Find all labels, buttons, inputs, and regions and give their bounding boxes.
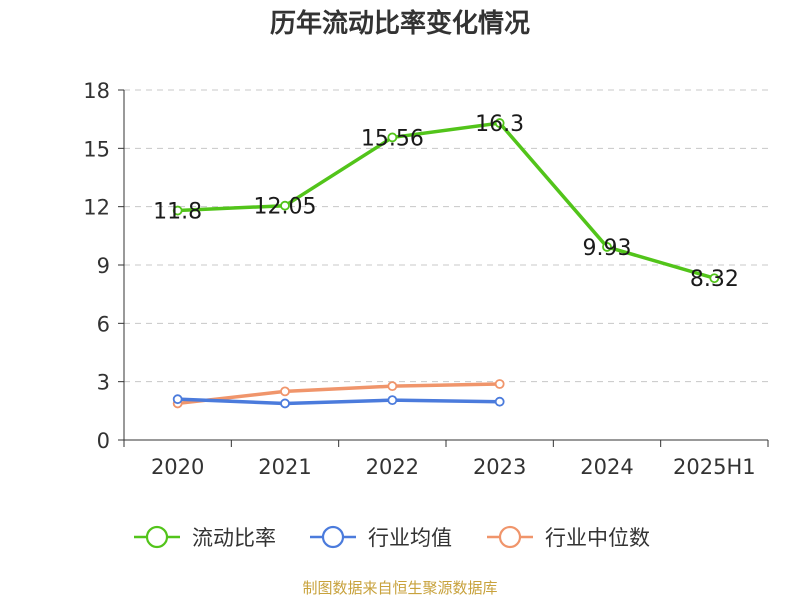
series-line: [175, 382, 502, 406]
series-lines: [172, 118, 720, 409]
x-tick-label: 2024: [580, 455, 633, 479]
y-tick-label: 9: [97, 254, 110, 278]
data-point[interactable]: [709, 273, 720, 284]
data-label: 15.56: [361, 126, 424, 151]
data-label: 11.8: [153, 200, 202, 225]
legend-item[interactable]: 行业中位数: [487, 525, 650, 550]
legend-item[interactable]: 流动比率: [134, 525, 276, 550]
data-point[interactable]: [280, 398, 290, 409]
series-line: [175, 397, 502, 406]
x-tick-label: 2022: [366, 455, 419, 479]
chart-title: 历年流动比率变化情况: [269, 9, 530, 39]
data-point[interactable]: [172, 205, 183, 216]
grid-lines: [124, 89, 768, 383]
legend-label: 行业均值: [368, 526, 452, 550]
data-label: 8.32: [690, 267, 739, 292]
legend-label: 行业中位数: [545, 526, 650, 550]
data-point[interactable]: [280, 386, 290, 397]
data-label: 16.3: [475, 112, 524, 137]
axes: 0 3 6 9 12 15 18 2020 2021 2022 2023 2024 2025H1: [83, 79, 769, 479]
legend-marker: [498, 525, 522, 549]
legend-item[interactable]: 行业均值: [310, 525, 452, 550]
legend-label: 流动比率: [192, 526, 276, 550]
legend[interactable]: 流动比率 行业均值 行业中位数: [134, 525, 650, 550]
y-tick-label: 3: [97, 371, 110, 395]
y-tick-label: 18: [83, 79, 110, 103]
x-tick-label: 2021: [258, 455, 311, 479]
series-line: [175, 121, 717, 280]
y-tick-label: 12: [83, 196, 110, 220]
legend-marker: [145, 525, 169, 549]
data-label: 12.05: [254, 195, 317, 220]
data-point[interactable]: [387, 132, 398, 143]
y-tick-label: 6: [97, 312, 110, 336]
y-tick-label: 0: [97, 429, 110, 453]
data-point[interactable]: [387, 381, 398, 392]
x-tick-label: 2023: [473, 455, 526, 479]
data-point[interactable]: [387, 395, 398, 406]
x-tick-label: 2020: [151, 455, 204, 479]
data-point[interactable]: [494, 379, 505, 389]
x-tick-label: 2025H1: [673, 455, 756, 479]
y-tick-label: 15: [83, 137, 110, 161]
data-point[interactable]: [494, 118, 505, 128]
data-point[interactable]: [494, 396, 505, 407]
source-note: 制图数据来自恒生聚源数据库: [302, 579, 498, 597]
legend-marker: [321, 525, 345, 549]
data-point[interactable]: [172, 394, 183, 405]
data-point[interactable]: [602, 242, 612, 252]
data-labels: 11.8 12.05 15.56 16.3 9.93 8.32: [153, 112, 739, 292]
data-label: 9.93: [583, 236, 632, 261]
data-point[interactable]: [280, 200, 290, 211]
